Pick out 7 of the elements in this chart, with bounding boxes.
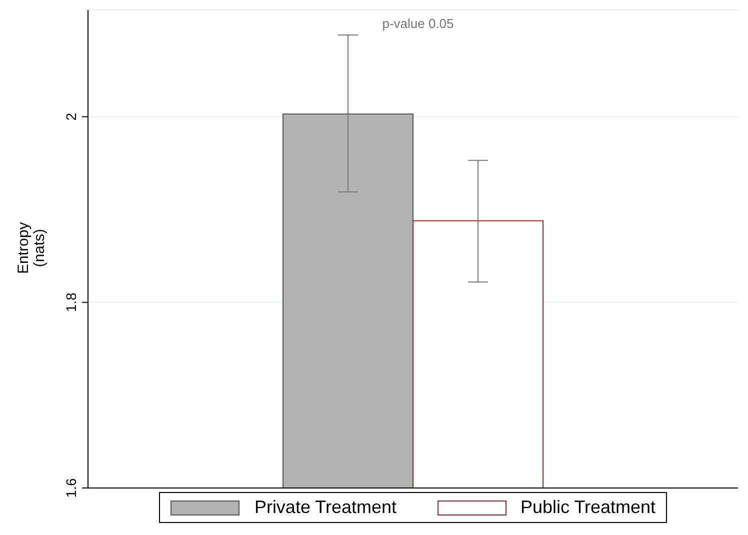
y-tick-label: 1.6	[63, 478, 79, 498]
annotation: p-value 0.05	[381, 16, 455, 31]
y-axis-title: Entropy (nats)	[15, 222, 48, 274]
legend-label: Public Treatment	[520, 497, 656, 518]
y-tick-label: 1.8	[63, 292, 79, 312]
legend-label: Private Treatment	[253, 497, 396, 518]
y-tick-label: 2	[63, 112, 79, 121]
